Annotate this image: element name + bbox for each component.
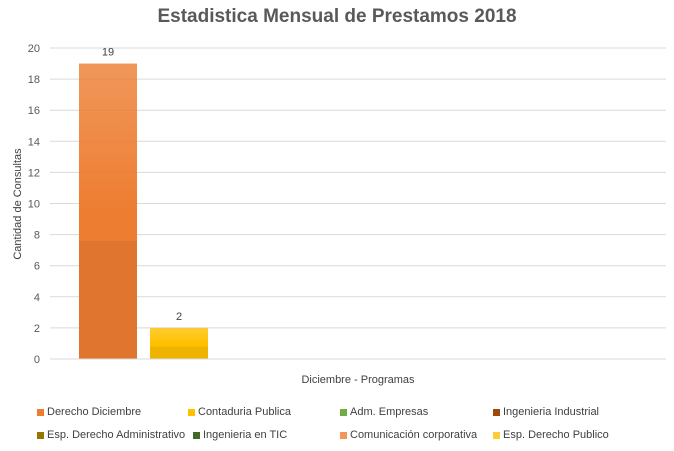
y-tick-label: 20 (28, 43, 40, 55)
y-tick-label: 12 (28, 167, 40, 179)
y-axis-label: Cantidad de Consultas (12, 148, 24, 260)
legend-swatch (37, 431, 44, 439)
legend-item: Esp. Derecho Administrativo (37, 429, 185, 441)
x-axis-label: Diciembre - Programas (301, 374, 415, 386)
y-tick-label: 2 (34, 323, 40, 335)
legend-item: Derecho Diciembre (37, 406, 141, 418)
legend-swatch (340, 408, 347, 416)
y-tick-label: 0 (34, 354, 40, 366)
legend-label: Comunicación corporativa (350, 429, 478, 441)
bar-derecho-diciembre (79, 63, 137, 360)
legend-label: Esp. Derecho Administrativo (47, 429, 186, 441)
bar-shade (79, 240, 137, 359)
legend-item: Comunicación corporativa (340, 429, 477, 441)
legend-item: Esp. Derecho Publico (493, 429, 609, 441)
legend-swatch (493, 431, 500, 439)
y-tick-label: 8 (34, 230, 40, 242)
bar-contaduria-publica (150, 327, 208, 359)
legend-label: Ingenieria Industrial (503, 406, 600, 418)
legend-swatch (493, 408, 500, 416)
y-tick-label: 14 (28, 136, 40, 148)
legend-item: Ingenieria Industrial (493, 406, 599, 418)
legend-label: Derecho Diciembre (47, 406, 142, 418)
y-tick-label: 16 (28, 105, 40, 117)
legend-swatch (193, 431, 200, 439)
legend-label: Ingenieria en TIC (203, 429, 288, 441)
y-tick-label: 10 (28, 199, 40, 211)
legend-item: Ingenieria en TIC (193, 429, 287, 441)
legend-swatch (188, 408, 195, 416)
data-label: 19 (102, 47, 114, 59)
legend-item: Contaduria Publica (188, 406, 291, 418)
data-label: 2 (176, 311, 182, 323)
y-tick-label: 4 (34, 292, 40, 304)
chart-title: Estadistica Mensual de Prestamos 2018 (157, 6, 517, 27)
legend-label: Adm. Empresas (350, 406, 429, 418)
legend-label: Contaduria Publica (198, 406, 291, 418)
legend-item: Adm. Empresas (340, 406, 428, 418)
legend-swatch (340, 431, 347, 439)
y-tick-label: 6 (34, 261, 40, 273)
legend-swatch (37, 408, 44, 416)
bar-shade (150, 346, 208, 359)
y-tick-label: 18 (28, 74, 40, 86)
legend-label: Esp. Derecho Publico (503, 429, 609, 441)
